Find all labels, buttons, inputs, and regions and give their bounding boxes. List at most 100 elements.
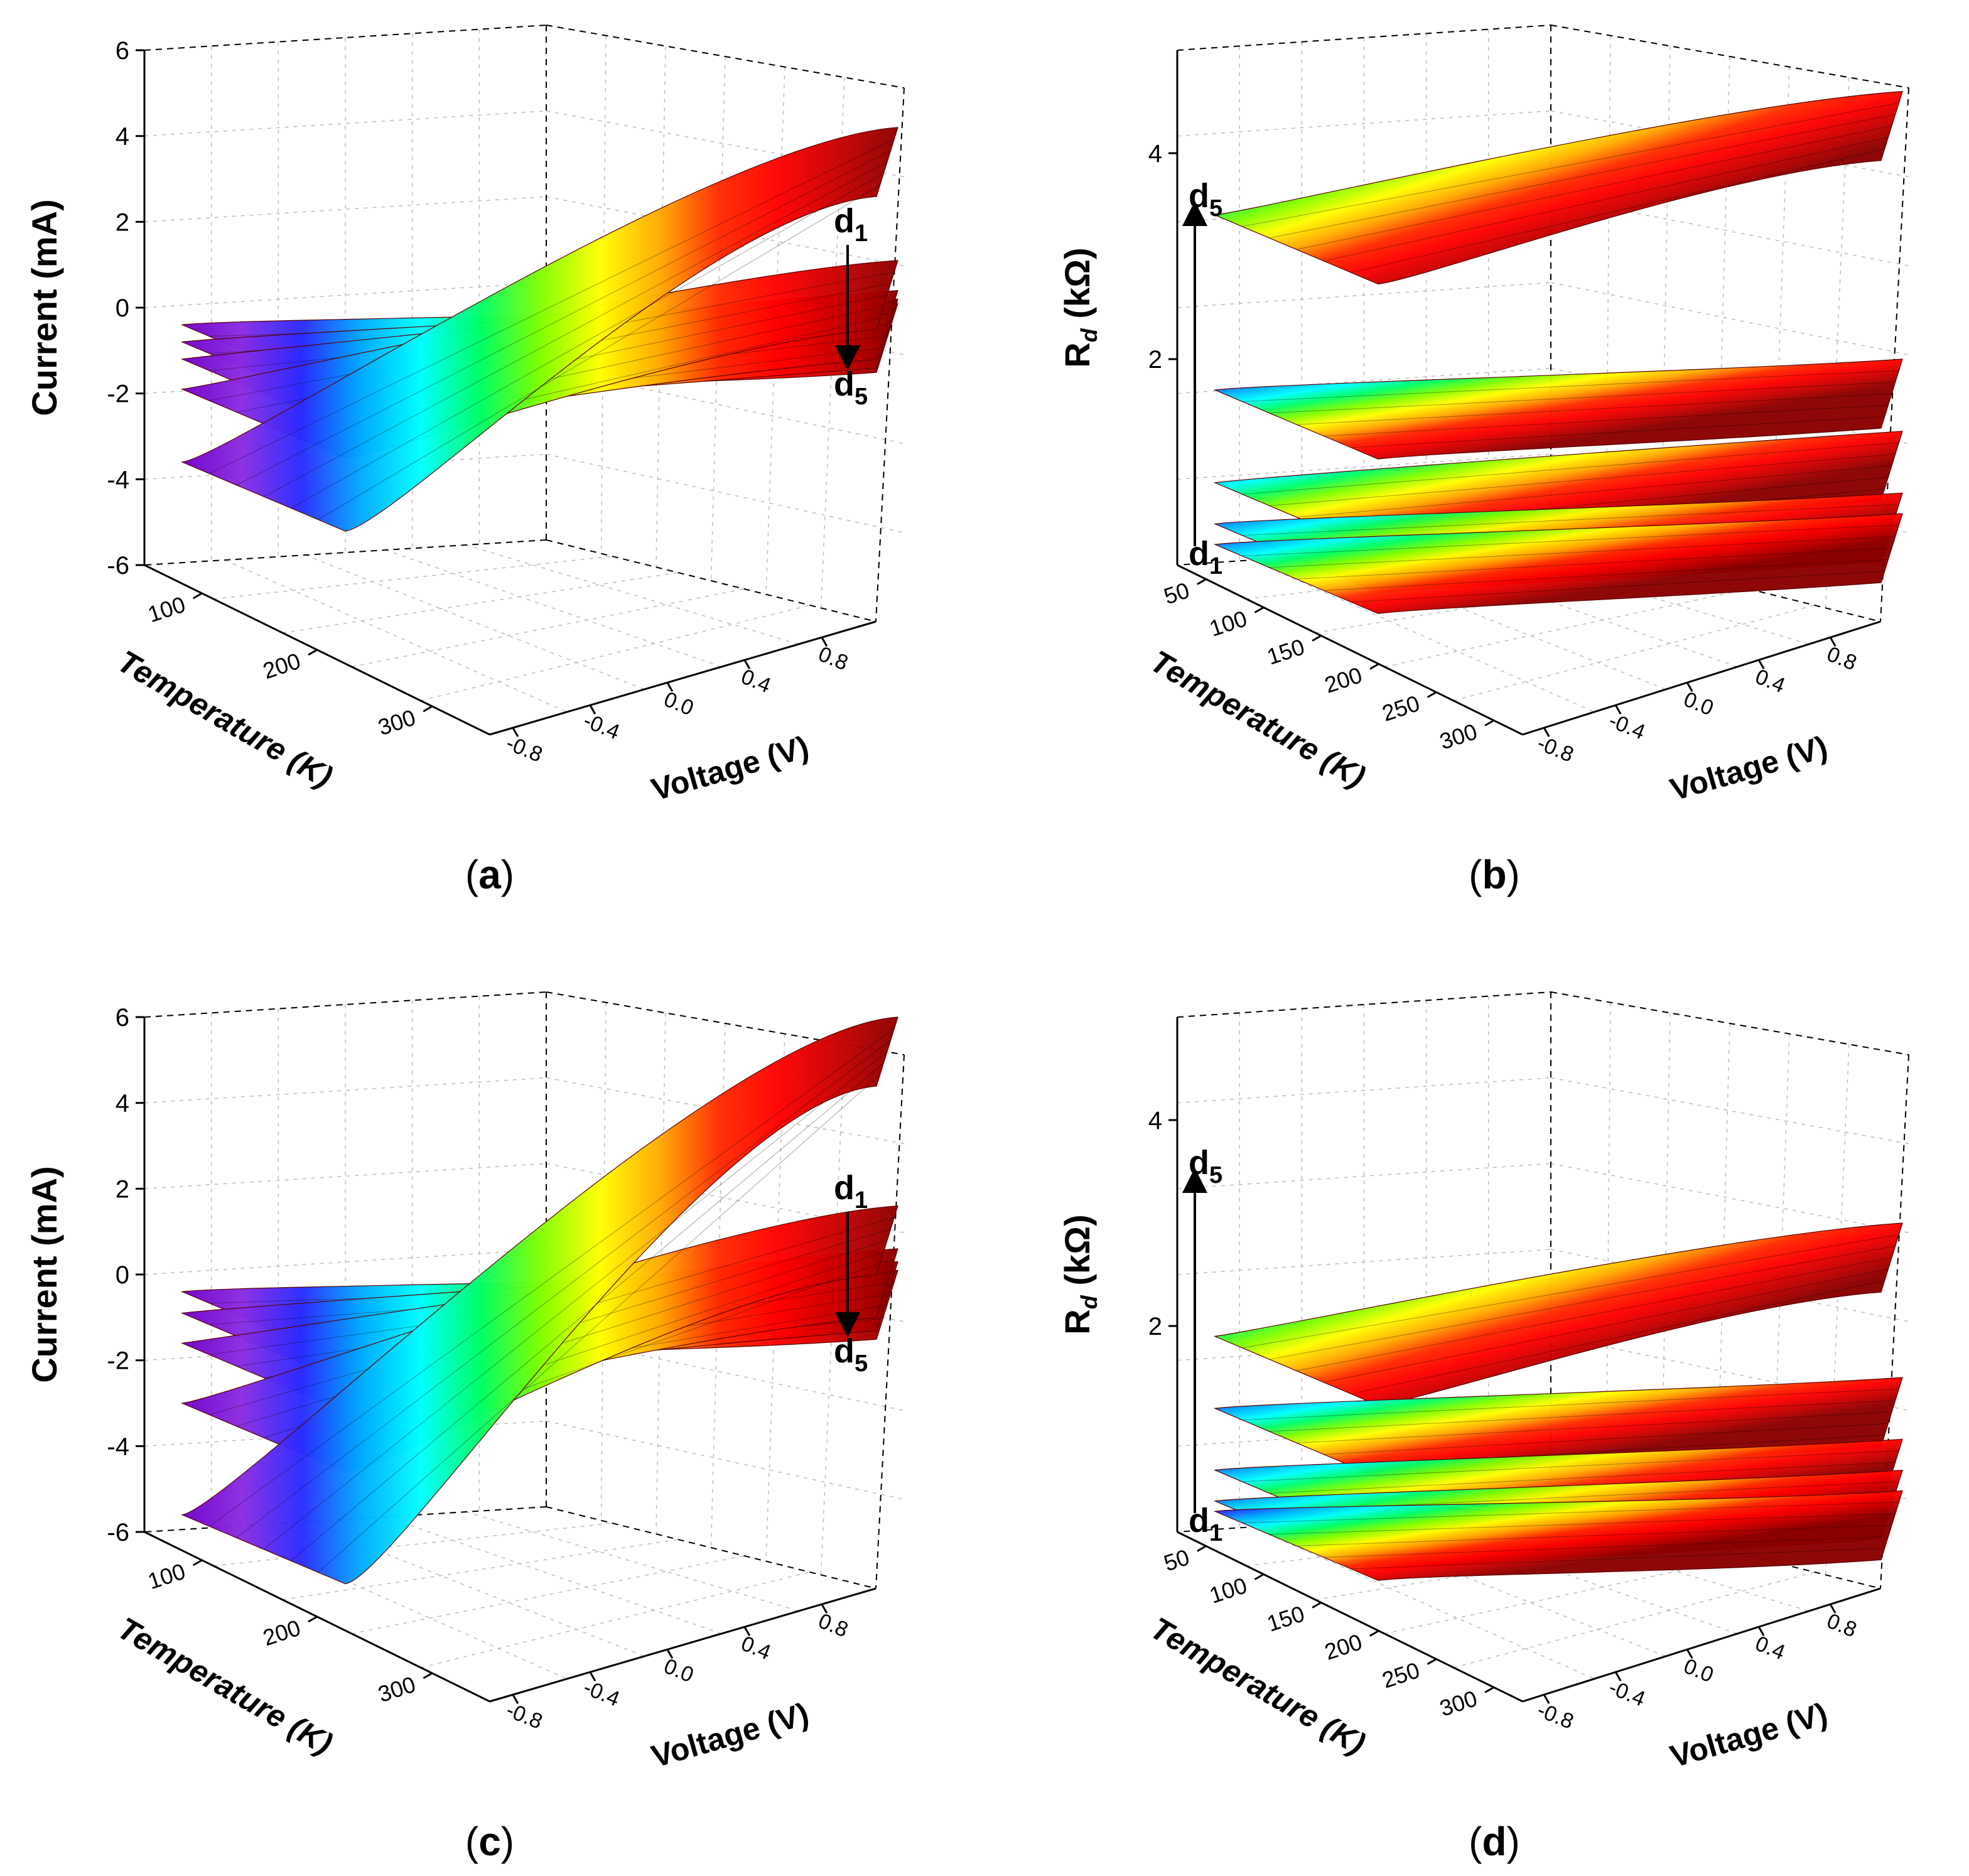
voltage-tick xyxy=(512,727,519,737)
label-d5-letter: d xyxy=(1189,1144,1209,1182)
grid-line xyxy=(282,572,679,633)
voltage-tick xyxy=(1614,704,1622,714)
surface-contour xyxy=(1296,393,1892,425)
z-axis-symbol: R xyxy=(1057,342,1097,367)
surface-contour xyxy=(1269,1513,1896,1535)
voltage-tick xyxy=(1757,659,1765,669)
voltage-tick-label: 0.4 xyxy=(738,1632,774,1665)
temperature-tick-label: 200 xyxy=(260,648,304,684)
voltage-tick xyxy=(821,637,828,647)
voltage-tick-label: 0.8 xyxy=(815,642,851,676)
surface-contour xyxy=(1351,416,1885,448)
z-axis-subscript: d xyxy=(1076,1295,1102,1309)
voltage-axis-line xyxy=(489,620,877,736)
box-edge xyxy=(546,24,905,89)
surface-contour xyxy=(1296,1257,1892,1371)
voltage-tick-label: -0.8 xyxy=(503,1698,546,1733)
temperature-axis-title: Temperature (K) xyxy=(1145,644,1371,795)
surface-contour xyxy=(291,173,884,509)
z-tick-label: -6 xyxy=(107,1519,129,1546)
voltage-tick xyxy=(743,1626,751,1636)
surface-contour xyxy=(1242,504,1899,536)
voltage-tick-label: 0.0 xyxy=(1680,1654,1717,1688)
voltage-axis-line xyxy=(1522,1587,1881,1703)
surface-contour xyxy=(1296,1524,1892,1546)
temperature-tick-label: 50 xyxy=(1161,1544,1193,1576)
voltage-tick-label: 0.4 xyxy=(738,665,774,698)
surface-contour xyxy=(1242,1234,1899,1349)
label-d5: d5 xyxy=(1189,177,1222,222)
caption-open-paren: ( xyxy=(1469,852,1482,897)
panel-caption: (d) xyxy=(1469,1819,1520,1864)
caption-close-paren: ) xyxy=(501,1819,514,1864)
grid-line xyxy=(385,1516,722,1634)
z-axis-unit: (kΩ) xyxy=(1057,1214,1097,1295)
surface-contour xyxy=(1269,453,1896,506)
temperature-axis-line xyxy=(1177,564,1523,736)
temperature-tick xyxy=(192,1559,203,1566)
label-d5-letter: d xyxy=(834,1332,855,1370)
temperature-tick xyxy=(308,649,318,656)
surface-contour xyxy=(1296,547,1892,580)
surface-d5 xyxy=(1213,90,1903,285)
label-d1: d1 xyxy=(1189,1502,1222,1546)
panel-c-content: 6 4 2 0 -2 -4 -6 100 200 300 -0.8 -0.4 0.0 0.4 0.8 Curr… xyxy=(24,991,905,1864)
label-d1-letter: d xyxy=(1189,1502,1209,1539)
z-tick-label: 0 xyxy=(116,1261,129,1289)
surface-contour xyxy=(1242,1388,1899,1421)
caption-letter: a xyxy=(478,852,501,897)
z-axis-title: Rd (kΩ) xyxy=(1057,247,1102,367)
temperature-tick-label: 300 xyxy=(375,704,419,741)
box-edge xyxy=(1550,24,1909,89)
voltage-tick xyxy=(512,1694,519,1704)
box-edge xyxy=(546,991,905,1055)
label-d1: d1 xyxy=(834,202,868,247)
surface-d1 xyxy=(1213,1490,1903,1581)
grid-line xyxy=(600,35,607,554)
temperature-tick-label: 300 xyxy=(1437,1685,1481,1722)
surface-contour xyxy=(1242,370,1899,402)
temperature-tick xyxy=(1254,606,1265,613)
temperature-tick-label: 150 xyxy=(1264,633,1308,670)
box-edge xyxy=(144,539,547,566)
temperature-tick-label: 200 xyxy=(1321,662,1365,698)
voltage-tick xyxy=(821,1604,828,1614)
box-edge xyxy=(1550,991,1909,1055)
grid-line xyxy=(1177,110,1551,137)
surface-contour xyxy=(263,1051,888,1550)
temperature-tick-label: 200 xyxy=(260,1615,304,1651)
z-tick-label: -4 xyxy=(107,466,129,493)
surface-contour xyxy=(291,1062,884,1561)
grid-line xyxy=(1384,588,1749,667)
voltage-tick xyxy=(666,682,674,692)
grid-line xyxy=(1401,549,1738,667)
voltage-tick xyxy=(589,1671,596,1681)
grid-line xyxy=(1453,605,1815,701)
label-d5-index: 5 xyxy=(855,1350,868,1377)
panel-caption: (b) xyxy=(1469,852,1520,897)
temperature-tick-label: 250 xyxy=(1379,690,1423,726)
grid-line xyxy=(351,1555,745,1634)
surface-contour xyxy=(1324,1536,1889,1558)
label-d5-index: 5 xyxy=(855,384,868,410)
z-tick-label: 6 xyxy=(116,1004,129,1032)
label-d5-index: 5 xyxy=(1209,195,1222,222)
grid-line xyxy=(1177,1077,1551,1104)
surface-contour xyxy=(1242,1502,1899,1524)
voltage-axis-title: Voltage (V) xyxy=(1666,729,1831,807)
grid-line xyxy=(655,1013,666,1534)
temperature-tick-label: 50 xyxy=(1161,577,1193,609)
temperature-tick xyxy=(1427,691,1437,698)
grid-line xyxy=(213,1523,613,1566)
box-edge xyxy=(875,1054,905,1589)
caption-open-paren: ( xyxy=(465,1819,478,1864)
surface-contour xyxy=(1324,137,1889,262)
grid-line xyxy=(1550,1077,1909,1145)
label-d1-index: 1 xyxy=(855,220,868,247)
grid-line xyxy=(351,588,745,667)
z-tick-label: -2 xyxy=(107,380,129,408)
z-axis-title: Rd (kΩ) xyxy=(1057,1214,1102,1334)
temperature-tick xyxy=(1197,1545,1207,1552)
